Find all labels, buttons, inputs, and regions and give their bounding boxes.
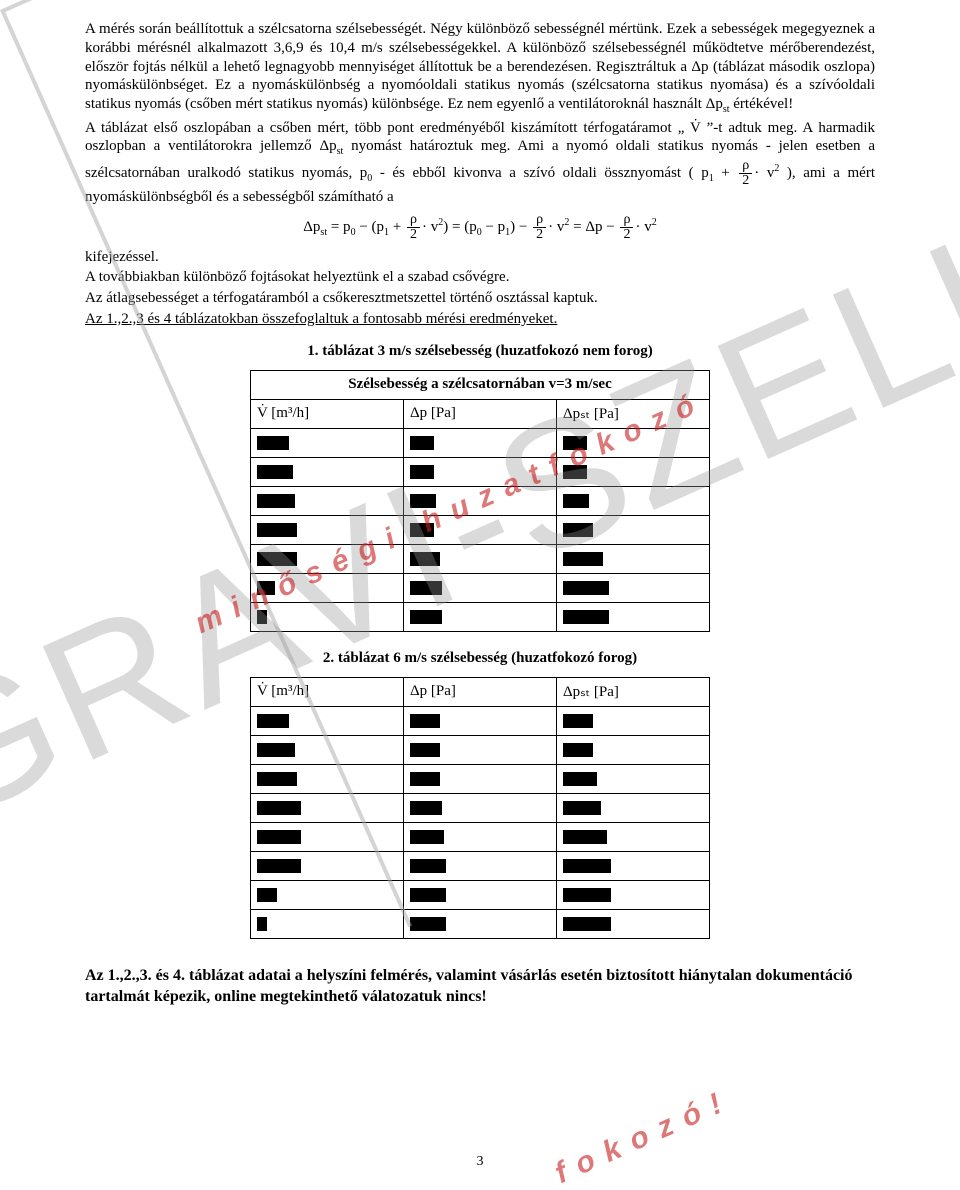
table-cell	[251, 573, 404, 602]
table-cell	[557, 880, 710, 909]
table1-col3: Δpₛₜ [Pa]	[557, 399, 710, 428]
table-cell	[404, 486, 557, 515]
table-cell	[404, 573, 557, 602]
table-cell	[251, 544, 404, 573]
table-cell	[251, 706, 404, 735]
table-cell	[557, 822, 710, 851]
table-cell	[404, 880, 557, 909]
table1-col1: V̇ [m³/h]	[251, 399, 404, 428]
after-formula: kifejezéssel.	[85, 248, 875, 267]
paragraph-1: A mérés során beállítottuk a szélcsatorn…	[85, 20, 875, 117]
table-cell	[557, 909, 710, 938]
table-cell	[404, 428, 557, 457]
table-cell	[557, 764, 710, 793]
paragraph-4: Az átlagsebességet a térfogatáramból a c…	[85, 289, 875, 308]
table2-col2: Δp [Pa]	[404, 677, 557, 706]
watermark-red-2: fokozó!	[550, 1082, 738, 1190]
table-cell	[404, 735, 557, 764]
table-cell	[251, 909, 404, 938]
table-cell	[251, 457, 404, 486]
paragraph-3: A továbbiakban különböző fojtásokat hely…	[85, 268, 875, 287]
table-cell	[251, 851, 404, 880]
table-cell	[251, 428, 404, 457]
table-2: V̇ [m³/h] Δp [Pa] Δpₛₜ [Pa]	[250, 677, 710, 939]
table-cell	[557, 428, 710, 457]
table-cell	[557, 457, 710, 486]
table-cell	[404, 544, 557, 573]
table-cell	[404, 793, 557, 822]
table-1: Szélsebesség a szélcsatornában v=3 m/sec…	[250, 370, 710, 632]
table-cell	[557, 544, 710, 573]
table2-col3: Δpₛₜ [Pa]	[557, 677, 710, 706]
table2-col1: V̇ [m³/h]	[251, 677, 404, 706]
table-cell	[557, 486, 710, 515]
table-cell	[557, 793, 710, 822]
paragraph-5: Az 1.,2.,3 és 4 táblázatokban összefogla…	[85, 310, 875, 329]
table-cell	[557, 851, 710, 880]
table1-caption: 1. táblázat 3 m/s szélsebesség (huzatfok…	[85, 343, 875, 360]
table-cell	[404, 515, 557, 544]
table-cell	[404, 706, 557, 735]
table2-caption: 2. táblázat 6 m/s szélsebesség (huzatfok…	[85, 650, 875, 667]
table-cell	[251, 880, 404, 909]
paragraph-2: A táblázat első oszlopában a csőben mért…	[85, 119, 875, 207]
table-cell	[557, 706, 710, 735]
page-number: 3	[0, 1154, 960, 1170]
footer-note: Az 1.,2.,3. és 4. táblázat adatai a hely…	[85, 965, 875, 1008]
table-cell	[404, 764, 557, 793]
table-cell	[251, 793, 404, 822]
table-cell	[251, 822, 404, 851]
table-cell	[251, 764, 404, 793]
table-cell	[557, 735, 710, 764]
table-cell	[557, 515, 710, 544]
table-cell	[251, 515, 404, 544]
table-cell	[251, 486, 404, 515]
formula: Δpst = p0 − (p1 + ρ2· v2) = (p0 − p1) − …	[85, 213, 875, 242]
table1-topheader: Szélsebesség a szélcsatornában v=3 m/sec	[251, 370, 710, 399]
table-cell	[557, 573, 710, 602]
table-cell	[557, 602, 710, 631]
table-cell	[404, 457, 557, 486]
table-cell	[251, 735, 404, 764]
table-cell	[251, 602, 404, 631]
table1-col2: Δp [Pa]	[404, 399, 557, 428]
table-cell	[404, 602, 557, 631]
table-cell	[404, 909, 557, 938]
table-cell	[404, 851, 557, 880]
table-cell	[404, 822, 557, 851]
